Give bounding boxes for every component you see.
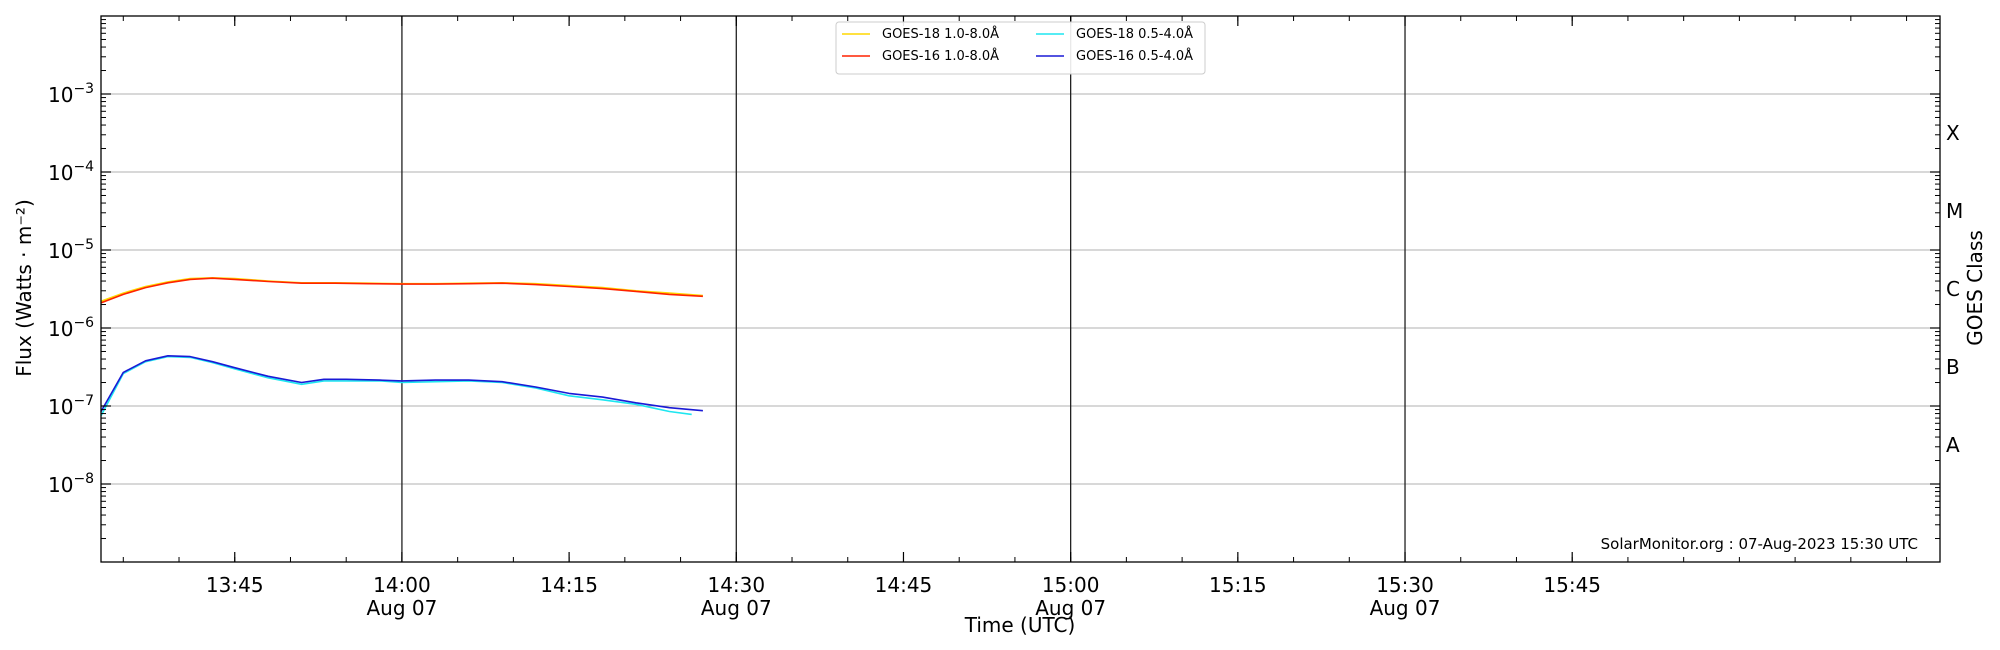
legend-label: GOES-16 0.5-4.0Å	[1076, 48, 1193, 64]
x-tick-label: 14:00	[373, 573, 431, 597]
goes-class-label: C	[1946, 277, 1960, 301]
x-tick-label: 14:30	[707, 573, 765, 597]
series-line	[100, 354, 703, 412]
legend-label: GOES-18 0.5-4.0Å	[1076, 26, 1193, 42]
y-tick-label: 10−7	[48, 393, 94, 419]
y-axis-title: Flux (Watts · m⁻²)	[12, 199, 36, 377]
y-tick-label: 10−4	[48, 159, 94, 185]
series-line	[100, 355, 692, 417]
x-tick-label: 15:30	[1376, 573, 1434, 597]
goes-class-label: M	[1946, 199, 1963, 223]
x-tick-label: 15:00	[1042, 573, 1100, 597]
y-tick-label: 10−8	[48, 471, 94, 497]
x-tick-label: 13:45	[206, 573, 264, 597]
grid-layer	[101, 93, 1940, 485]
x-tick-date-label: Aug 07	[1370, 596, 1441, 620]
legend-label: GOES-18 1.0-8.0Å	[882, 26, 999, 42]
x-axis-title: Time (UTC)	[964, 613, 1076, 637]
y-axis-ticks: 10−8 10−7 10−6 10−5 10−4 10−3	[48, 81, 1940, 497]
x-tick-label: 14:15	[540, 573, 598, 597]
series-line	[100, 277, 703, 304]
y-tick-label: 10−5	[48, 237, 94, 263]
day-boundary-lines	[401, 16, 1406, 562]
series-layer	[100, 276, 703, 417]
goes-class-label: X	[1946, 121, 1960, 145]
x-tick-label: 15:45	[1543, 573, 1601, 597]
right-axis-title: GOES Class	[1963, 230, 1987, 346]
minor-ticks	[101, 16, 1940, 562]
x-tick-date-label: Aug 07	[366, 596, 437, 620]
x-tick-label: 14:45	[875, 573, 933, 597]
y-tick-label: 10−6	[48, 315, 94, 341]
goes-class-label: B	[1946, 355, 1960, 379]
x-tick-date-label: Aug 07	[701, 596, 772, 620]
goes-class-label: A	[1946, 433, 1960, 457]
legend-box	[835, 21, 1206, 75]
legend: GOES-18 1.0-8.0Å GOES-16 1.0-8.0Å GOES-18 …	[835, 21, 1206, 75]
plot-frame	[100, 15, 1941, 563]
goes-class-labels: A B C M X	[1946, 121, 1963, 457]
x-tick-label: 15:15	[1209, 573, 1267, 597]
credit-annotation: SolarMonitor.org : 07-Aug-2023 15:30 UTC	[1601, 535, 1918, 553]
y-tick-label: 10−3	[48, 81, 94, 107]
x-tick-date-label: Aug 07	[1035, 596, 1106, 620]
legend-label: GOES-16 1.0-8.0Å	[882, 48, 999, 64]
